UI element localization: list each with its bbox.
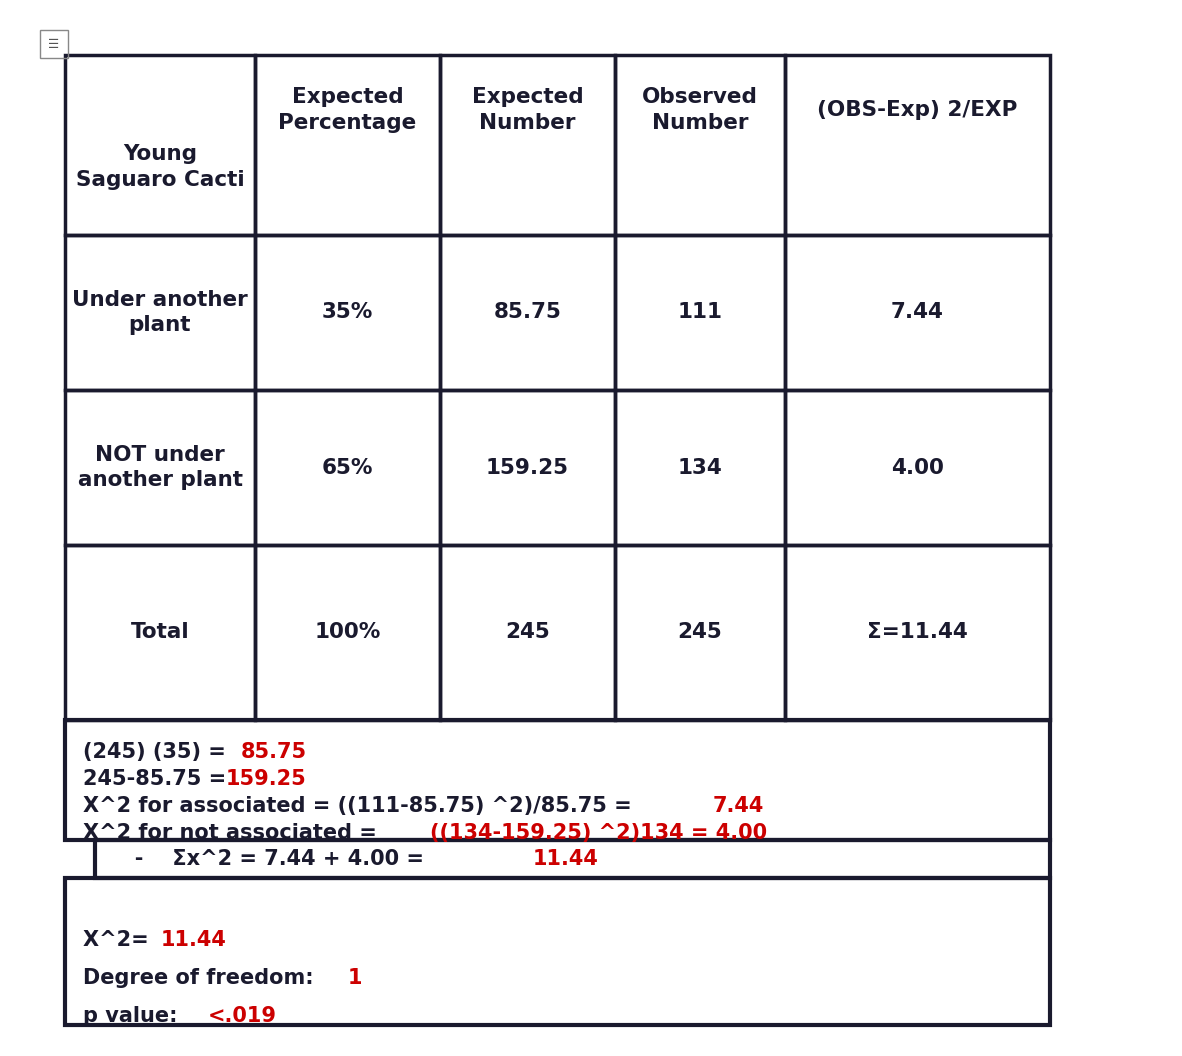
- Text: Total: Total: [131, 622, 189, 642]
- Text: Young
Saguaro Cacti: Young Saguaro Cacti: [76, 145, 245, 190]
- Text: X^2=: X^2=: [83, 930, 156, 950]
- Text: p value:: p value:: [83, 1006, 184, 1026]
- Bar: [440, 55, 615, 235]
- Text: Σ=11.44: Σ=11.44: [868, 622, 968, 642]
- Text: Observed
Number: Observed Number: [642, 88, 758, 133]
- Text: 4.00: 4.00: [891, 457, 944, 477]
- Text: (OBS-Exp) 2/EXP: (OBS-Exp) 2/EXP: [817, 100, 1018, 120]
- Text: Under another
plant: Under another plant: [72, 289, 248, 336]
- Bar: [65, 390, 255, 545]
- Bar: [615, 545, 785, 720]
- Bar: [255, 545, 440, 720]
- Bar: [255, 235, 440, 390]
- Bar: [615, 390, 785, 545]
- Bar: [785, 55, 1050, 235]
- Bar: [615, 55, 785, 235]
- Bar: [785, 390, 1050, 545]
- Text: 11.44: 11.44: [161, 930, 227, 950]
- Text: NOT under
another plant: NOT under another plant: [78, 445, 242, 490]
- Bar: [95, 840, 1050, 878]
- Bar: [615, 235, 785, 390]
- Text: X^2 for associated = ((111-85.75) ^2)/85.75 =: X^2 for associated = ((111-85.75) ^2)/85…: [83, 796, 639, 816]
- Text: 245-85.75 =: 245-85.75 =: [83, 769, 234, 789]
- Text: 85.75: 85.75: [241, 742, 307, 762]
- Bar: [440, 390, 615, 545]
- Text: 111: 111: [677, 302, 722, 322]
- Text: 159.25: 159.25: [486, 457, 569, 477]
- Text: Degree of freedom:: Degree of freedom:: [83, 968, 320, 988]
- Text: ((134-159.25) ^2)134 = 4.00: ((134-159.25) ^2)134 = 4.00: [430, 823, 767, 843]
- Bar: [65, 545, 255, 720]
- Bar: [785, 235, 1050, 390]
- Text: 159.25: 159.25: [226, 769, 307, 789]
- Bar: [255, 55, 440, 235]
- Bar: [440, 545, 615, 720]
- Bar: [65, 720, 1050, 840]
- Text: 35%: 35%: [322, 302, 374, 322]
- Text: Expected
Percentage: Expected Percentage: [279, 88, 416, 133]
- Text: Expected
Number: Expected Number: [472, 88, 583, 133]
- Text: 11.44: 11.44: [533, 849, 599, 869]
- Bar: [40, 30, 69, 58]
- Bar: [255, 390, 440, 545]
- Text: 85.75: 85.75: [494, 302, 561, 322]
- Text: <.019: <.019: [208, 1006, 277, 1026]
- Text: 245: 245: [505, 622, 550, 642]
- Bar: [65, 235, 255, 390]
- Text: 7.44: 7.44: [891, 302, 944, 322]
- Text: (245) (35) =: (245) (35) =: [83, 742, 233, 762]
- Bar: [65, 55, 255, 235]
- Text: 100%: 100%: [314, 622, 381, 642]
- Text: 245: 245: [677, 622, 722, 642]
- Text: 7.44: 7.44: [713, 796, 765, 816]
- Bar: [785, 545, 1050, 720]
- Bar: [65, 878, 1050, 1025]
- Text: 134: 134: [677, 457, 722, 477]
- Text: X^2 for not associated =: X^2 for not associated =: [83, 823, 384, 843]
- Text: -    Σx^2 = 7.44 + 4.00 =: - Σx^2 = 7.44 + 4.00 =: [113, 849, 431, 869]
- Text: 65%: 65%: [322, 457, 374, 477]
- Bar: [440, 235, 615, 390]
- Text: ☰: ☰: [48, 38, 59, 51]
- Text: 1: 1: [348, 968, 363, 988]
